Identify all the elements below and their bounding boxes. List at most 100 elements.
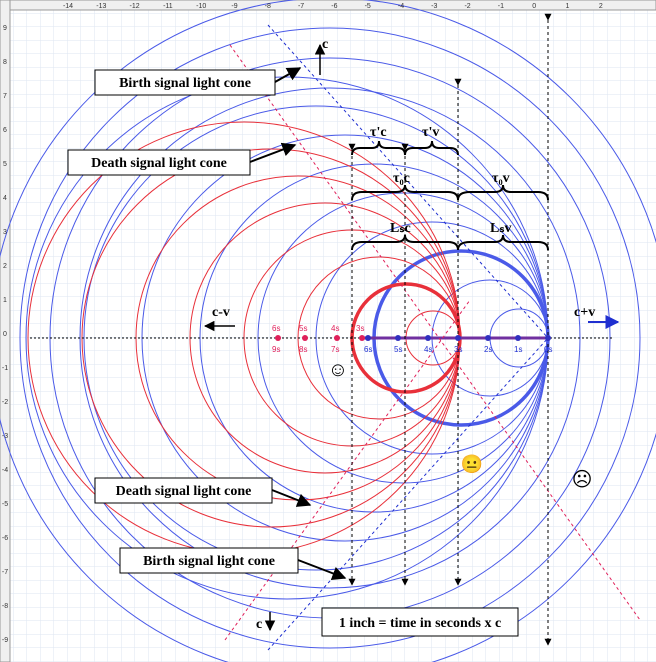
label: τ'v xyxy=(422,125,439,140)
ruler-label: -1 xyxy=(498,3,504,10)
callout-box xyxy=(67,149,251,176)
braces xyxy=(351,140,549,251)
blue-cone-up xyxy=(267,337,549,651)
callout-text: Birth signal light cone xyxy=(119,76,251,91)
ruler-label: -9 xyxy=(2,637,8,644)
dashed-verticals xyxy=(348,13,552,646)
point-label: 1s xyxy=(514,345,522,354)
purple-point xyxy=(365,335,371,341)
point-label: 6s xyxy=(272,324,280,333)
label: τ₀v xyxy=(492,171,510,186)
ruler-label: 1 xyxy=(566,3,570,10)
red-point xyxy=(334,335,340,341)
ruler-label: -10 xyxy=(196,3,206,10)
label: c-v xyxy=(212,305,230,320)
face: 😐 xyxy=(461,454,483,474)
blue-cone-down xyxy=(267,24,549,339)
point-label: 5s xyxy=(394,345,402,354)
callout-box xyxy=(94,477,273,504)
ruler-label: -3 xyxy=(2,433,8,440)
point-label: 4s xyxy=(424,345,432,354)
ruler-label: -5 xyxy=(2,501,8,508)
purple-point xyxy=(515,335,521,341)
ruler-label: -5 xyxy=(365,3,371,10)
purple-point xyxy=(545,335,551,341)
ruler-label: 3 xyxy=(3,229,7,236)
ruler-label: -4 xyxy=(2,467,8,474)
label: c xyxy=(256,617,262,632)
scale-note: 1 inch = time in seconds x c xyxy=(339,616,501,631)
point-label: 3s xyxy=(454,345,462,354)
ruler-label: 0 xyxy=(3,331,7,338)
red-point xyxy=(359,335,365,341)
ruler-label: -2 xyxy=(464,3,470,10)
purple-point xyxy=(455,335,461,341)
ruler-label: -6 xyxy=(331,3,337,10)
blue-circle xyxy=(19,27,641,649)
point-label: 3s xyxy=(356,324,364,333)
ruler-left xyxy=(0,0,11,662)
point-label: 4s xyxy=(331,324,339,333)
label: Lₛv xyxy=(490,221,512,236)
point-label: 6s xyxy=(364,345,372,354)
ruler-label: 1 xyxy=(3,297,7,304)
callout-arrow xyxy=(271,489,312,507)
ruler-label: 2 xyxy=(599,3,603,10)
ruler-top xyxy=(0,0,656,11)
red-point xyxy=(275,335,281,341)
purple-point xyxy=(425,335,431,341)
point-label: 7s xyxy=(331,345,339,354)
ruler-label: -1 xyxy=(2,365,8,372)
ruler-label: -9 xyxy=(231,3,237,10)
ruler-label: -3 xyxy=(431,3,437,10)
red-cone-down xyxy=(229,44,641,621)
callout-text: Death signal light cone xyxy=(91,156,227,171)
label: τ'c xyxy=(370,125,387,140)
callout-arrow xyxy=(274,67,302,83)
label: c xyxy=(322,37,328,52)
ruler-label: -8 xyxy=(265,3,271,10)
face: ☺ xyxy=(328,359,348,381)
point-label: 5s xyxy=(299,324,307,333)
ruler-label: 8 xyxy=(3,59,7,66)
callout-text: Death signal light cone xyxy=(116,484,252,499)
ruler-label: -14 xyxy=(63,3,73,10)
label: τ₀c xyxy=(393,171,410,186)
red-cone-up xyxy=(224,299,471,641)
scale-box xyxy=(321,607,519,637)
ruler-label: 7 xyxy=(3,93,7,100)
ruler-label: -6 xyxy=(2,535,8,542)
point-label: 8s xyxy=(299,345,307,354)
ruler-label: 6 xyxy=(3,127,7,134)
ruler-label: -11 xyxy=(163,3,173,10)
callout-arrow xyxy=(297,559,347,581)
point-label: 2s xyxy=(484,345,492,354)
callout-text: Birth signal light cone xyxy=(143,554,275,569)
ruler-label: -7 xyxy=(298,3,304,10)
ruler-label: 5 xyxy=(3,161,7,168)
ruler-label: 4 xyxy=(3,195,7,202)
purple-point xyxy=(395,335,401,341)
ruler-label: 2 xyxy=(3,263,7,270)
callouts: Birth signal light cone Death signal ligh… xyxy=(67,67,347,581)
label: Lₛc xyxy=(390,221,411,236)
ruler-label: -8 xyxy=(2,603,8,610)
ruler-label: 0 xyxy=(532,3,536,10)
ruler-label: 9 xyxy=(3,25,7,32)
callout-box xyxy=(94,69,276,96)
ruler-label: -4 xyxy=(398,3,404,10)
ruler-label: -2 xyxy=(2,399,8,406)
red-point xyxy=(302,335,308,341)
purple-point xyxy=(485,335,491,341)
ruler-label: -12 xyxy=(130,3,140,10)
point-label: 9s xyxy=(272,345,280,354)
label: c+v xyxy=(574,305,595,320)
callout-box xyxy=(119,547,299,574)
ruler-label: -13 xyxy=(96,3,106,10)
ruler-label: -7 xyxy=(2,569,8,576)
point-label: 0s xyxy=(544,345,552,354)
face: ☹ xyxy=(572,469,593,491)
callout-arrow xyxy=(249,142,297,163)
